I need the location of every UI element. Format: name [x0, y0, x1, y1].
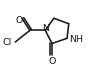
Text: N: N [42, 24, 49, 33]
Text: Cl: Cl [2, 38, 11, 47]
Text: O: O [48, 57, 56, 66]
Text: NH: NH [69, 35, 83, 44]
Text: O: O [15, 16, 22, 25]
